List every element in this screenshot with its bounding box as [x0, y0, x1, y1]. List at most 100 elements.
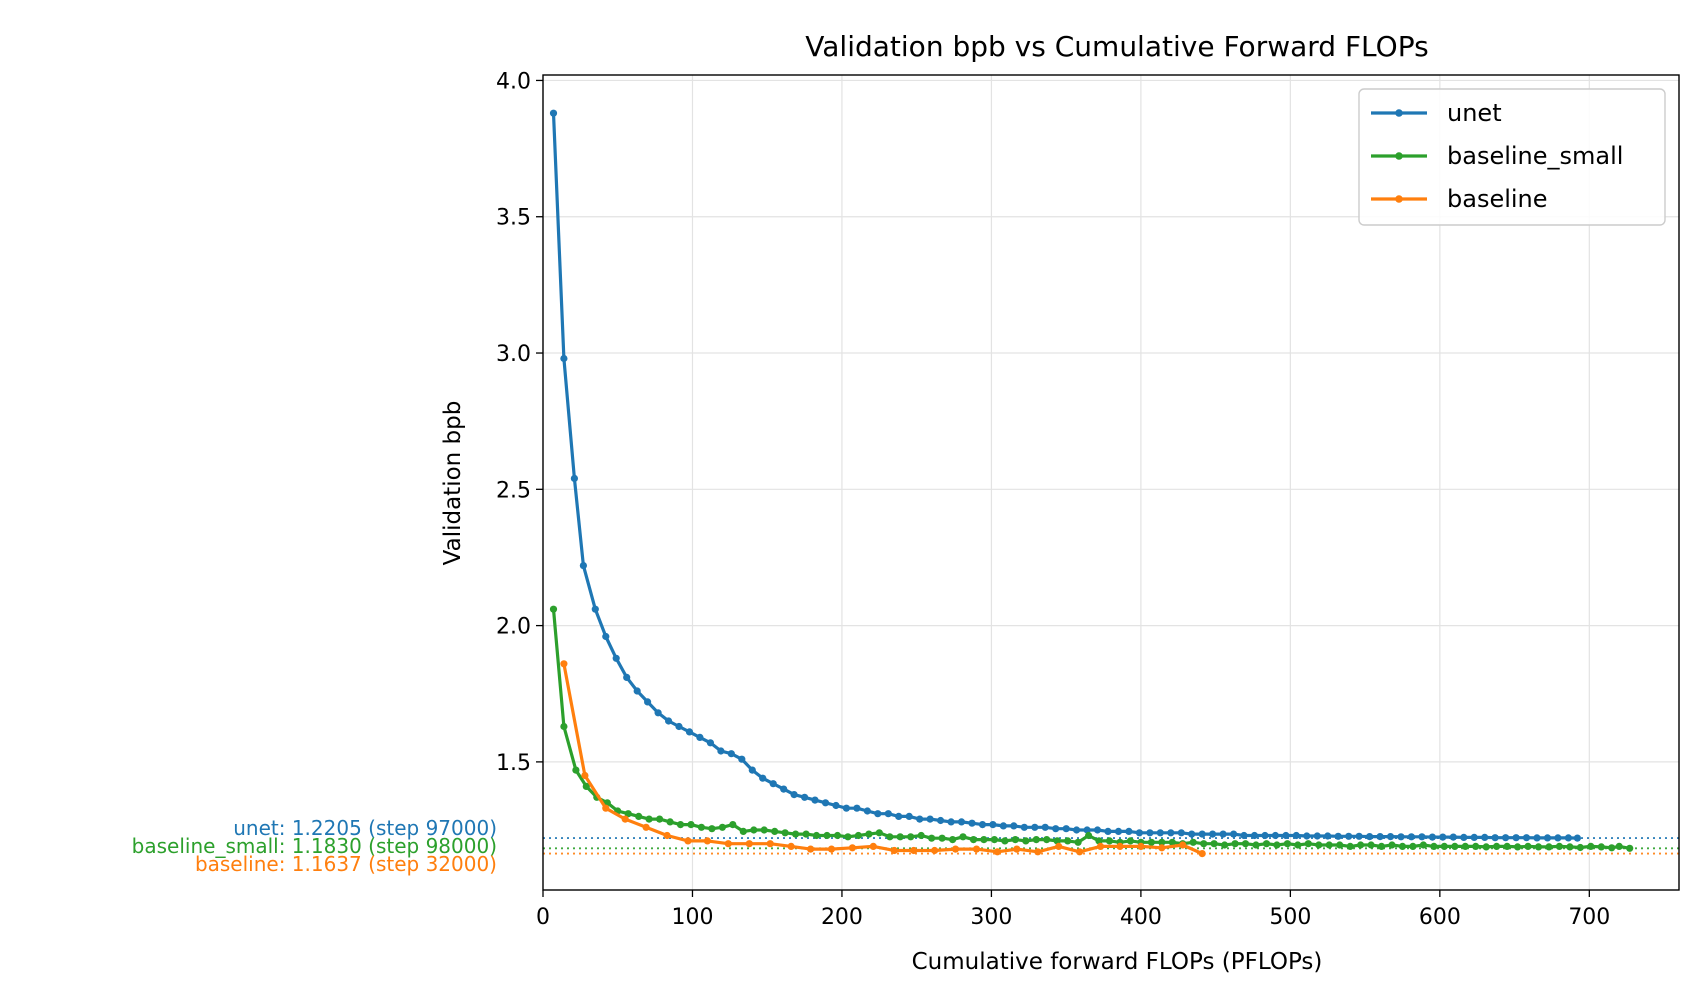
data-point-unet — [926, 815, 934, 823]
data-point-unet — [1439, 833, 1447, 841]
data-point-unet — [1125, 827, 1133, 836]
data-point-unet — [1407, 833, 1415, 841]
data-point-baseline_small — [1158, 838, 1166, 846]
data-point-unet — [1271, 831, 1279, 840]
final-value-label-unet: unet: 1.2205 (step 97000) — [233, 816, 497, 840]
data-point-baseline_small — [812, 831, 821, 840]
data-point-baseline_small — [1200, 840, 1208, 848]
data-point-baseline — [890, 846, 898, 855]
data-point-unet — [1449, 833, 1457, 841]
data-point-unet — [1564, 834, 1572, 842]
data-point-unet — [1146, 829, 1154, 837]
data-point-unet — [675, 722, 683, 731]
y-tick-label: 2.0 — [496, 615, 531, 640]
data-point-unet — [1156, 829, 1164, 837]
data-point-baseline_small — [1482, 843, 1490, 851]
data-point-baseline_small — [1221, 841, 1229, 849]
data-point-baseline_small — [676, 821, 685, 829]
data-point-unet — [978, 821, 987, 829]
data-point-baseline — [787, 842, 795, 851]
data-point-unet — [623, 673, 631, 682]
data-point-unet — [1502, 834, 1510, 842]
data-point-baseline_small — [1576, 843, 1584, 852]
data-point-baseline_small — [1105, 837, 1114, 845]
data-point-baseline_small — [1587, 842, 1595, 851]
data-point-unet — [780, 785, 788, 793]
data-point-baseline_small — [1325, 841, 1333, 849]
data-point-baseline_small — [886, 833, 894, 841]
data-point-unet — [999, 822, 1008, 830]
data-point-unet — [1345, 832, 1353, 840]
data-point-unet — [759, 774, 767, 782]
data-point-unet — [1062, 825, 1070, 833]
y-tick-label: 4.0 — [496, 69, 531, 94]
x-tick-label: 200 — [821, 905, 863, 930]
data-point-baseline_small — [990, 836, 999, 844]
data-point-baseline — [951, 845, 960, 853]
data-point-unet — [1543, 834, 1552, 842]
series-unet — [549, 109, 1581, 842]
data-point-baseline_small — [1524, 842, 1532, 851]
data-point-baseline_small — [656, 815, 664, 823]
series-baseline — [560, 660, 1206, 858]
data-point-unet — [1491, 834, 1499, 842]
data-point-baseline_small — [1011, 836, 1019, 844]
data-point-unet — [1198, 830, 1206, 838]
data-point-baseline — [827, 845, 836, 853]
data-point-baseline_small — [666, 818, 674, 826]
data-point-unet — [1219, 830, 1227, 838]
legend-marker-baseline — [1395, 195, 1403, 203]
data-point-unet — [874, 810, 882, 818]
x-tick-label: 400 — [1120, 905, 1162, 930]
data-point-unet — [602, 632, 610, 641]
data-point-unet — [1093, 826, 1102, 834]
data-point-baseline_small — [1503, 842, 1511, 851]
data-point-unet — [1114, 827, 1123, 836]
data-point-baseline — [724, 840, 732, 848]
legend-box — [1358, 88, 1666, 226]
data-point-baseline_small — [802, 830, 810, 838]
data-point-baseline_small — [1409, 842, 1417, 851]
data-point-baseline_small — [1597, 843, 1605, 851]
data-point-baseline_small — [697, 823, 706, 831]
legend-label-baseline_small: baseline_small — [1447, 142, 1623, 170]
data-point-baseline — [1158, 844, 1166, 852]
data-point-baseline — [703, 837, 712, 845]
data-point-unet — [1083, 826, 1091, 834]
data-point-unet — [1135, 829, 1143, 837]
data-point-baseline_small — [1419, 841, 1427, 849]
data-point-unet — [811, 796, 819, 804]
data-point-baseline_small — [1168, 838, 1176, 846]
data-point-baseline_small — [928, 834, 936, 842]
data-point-unet — [579, 562, 588, 570]
data-point-baseline — [1116, 842, 1124, 851]
data-point-baseline_small — [1336, 841, 1344, 849]
data-point-unet — [549, 109, 558, 117]
data-point-baseline_small — [1357, 841, 1365, 849]
data-point-baseline_small — [1430, 842, 1438, 851]
data-point-unet — [560, 354, 568, 363]
data-point-unet — [853, 804, 861, 812]
data-point-baseline_small — [1231, 840, 1239, 848]
data-point-baseline_small — [1440, 842, 1448, 851]
data-point-unet — [1355, 832, 1363, 840]
series-lines — [549, 109, 1634, 858]
data-point-unet — [612, 654, 620, 662]
data-point-baseline_small — [1126, 837, 1134, 845]
data-point-baseline_small — [582, 782, 590, 791]
data-point-unet — [1313, 832, 1321, 840]
data-point-baseline_small — [750, 826, 758, 834]
data-point-baseline_small — [549, 605, 558, 613]
data-point-unet — [1470, 833, 1478, 842]
x-tick-label: 0 — [536, 905, 550, 930]
data-point-baseline_small — [917, 831, 925, 840]
data-point-unet — [1052, 825, 1060, 833]
data-point-unet — [570, 474, 579, 482]
data-point-baseline_small — [1210, 840, 1218, 848]
data-point-unet — [1010, 822, 1018, 830]
data-point-baseline — [745, 840, 753, 848]
data-point-baseline_small — [760, 826, 768, 834]
data-point-unet — [1073, 826, 1081, 834]
x-tick-label: 100 — [671, 905, 713, 930]
